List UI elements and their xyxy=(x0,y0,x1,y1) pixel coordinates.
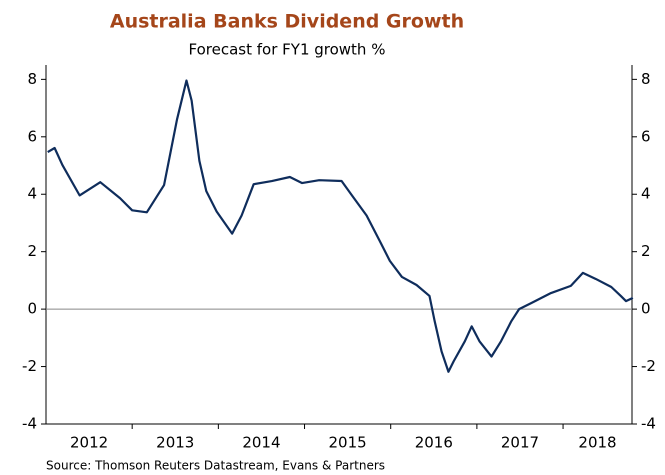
y-tick-label: -4 xyxy=(22,415,37,433)
x-tick-label: 2012 xyxy=(70,434,108,452)
y2-tick-label: 6 xyxy=(641,127,651,145)
series-line xyxy=(47,79,634,373)
y-tick-label: 0 xyxy=(27,300,37,318)
y2-tick-label: 4 xyxy=(641,185,651,203)
y-tick-label: 2 xyxy=(27,242,37,260)
x-tick-label: 2017 xyxy=(501,434,539,452)
y2-tick-label: -2 xyxy=(641,357,656,375)
source: Source: Thomson Reuters Datastream, Evan… xyxy=(46,459,385,473)
y2-tick-label: 8 xyxy=(641,70,651,88)
chart-subtitle: Forecast for FY1 growth % xyxy=(189,41,386,59)
y2-tick-label: -4 xyxy=(641,415,656,433)
x-tick-label: 2013 xyxy=(156,434,194,452)
y2-tick-label: 2 xyxy=(641,242,651,260)
y2-tick-label: 0 xyxy=(641,300,651,318)
chart-title: Australia Banks Dividend Growth xyxy=(110,11,464,33)
x-tick-label: 2014 xyxy=(242,434,280,452)
x-tick-label: 2015 xyxy=(329,434,367,452)
y-tick-label: -2 xyxy=(22,357,37,375)
x-tick-label: 2018 xyxy=(578,434,616,452)
y-tick-label: 4 xyxy=(27,185,37,203)
y-tick-label: 8 xyxy=(27,70,37,88)
y-tick-label: 6 xyxy=(27,127,37,145)
x-tick-label: 2016 xyxy=(415,434,453,452)
